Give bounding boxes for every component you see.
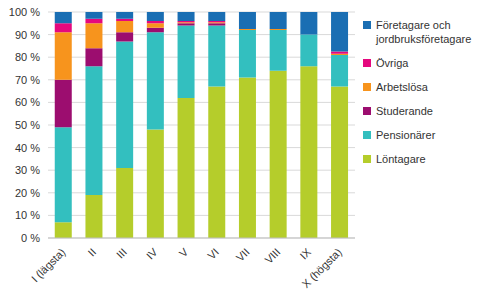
svg-text:20 %: 20 %: [15, 187, 40, 199]
svg-text:100 %: 100 %: [9, 6, 40, 18]
svg-text:70 %: 70 %: [15, 74, 40, 86]
svg-text:40 %: 40 %: [15, 142, 40, 154]
svg-text:VII: VII: [234, 246, 252, 264]
svg-text:X (högsta): X (högsta): [300, 246, 344, 290]
html-text:Studerande: Studerande: [376, 105, 433, 117]
svg-text:III: III: [114, 246, 129, 261]
svg-text:10 %: 10 %: [15, 209, 40, 221]
html-text:Löntagare: Löntagare: [376, 153, 426, 165]
svg-text:90 %: 90 %: [15, 29, 40, 41]
svg-text:I (lägsta): I (lägsta): [29, 246, 68, 285]
svg-text:60 %: 60 %: [15, 96, 40, 108]
svg-text:VIII: VIII: [262, 246, 282, 266]
html-text:Arbetslösa: Arbetslösa: [376, 81, 428, 93]
html-text:Övriga: Övriga: [376, 57, 409, 69]
html-text:Företagare och jordbruksföreta: Företagare och jordbruksföretagare: [376, 19, 472, 45]
svg-text:80 %: 80 %: [15, 51, 40, 63]
svg-text:0 %: 0 %: [21, 232, 40, 244]
svg-text:IV: IV: [144, 245, 160, 261]
svg-text:30 %: 30 %: [15, 164, 40, 176]
svg-text:VI: VI: [205, 246, 221, 262]
svg-text:V: V: [177, 245, 191, 259]
svg-text:II: II: [85, 246, 98, 259]
html-text:Pensionärer: Pensionärer: [376, 129, 436, 141]
svg-text:50 %: 50 %: [15, 119, 40, 131]
svg-text:IX: IX: [297, 245, 313, 261]
